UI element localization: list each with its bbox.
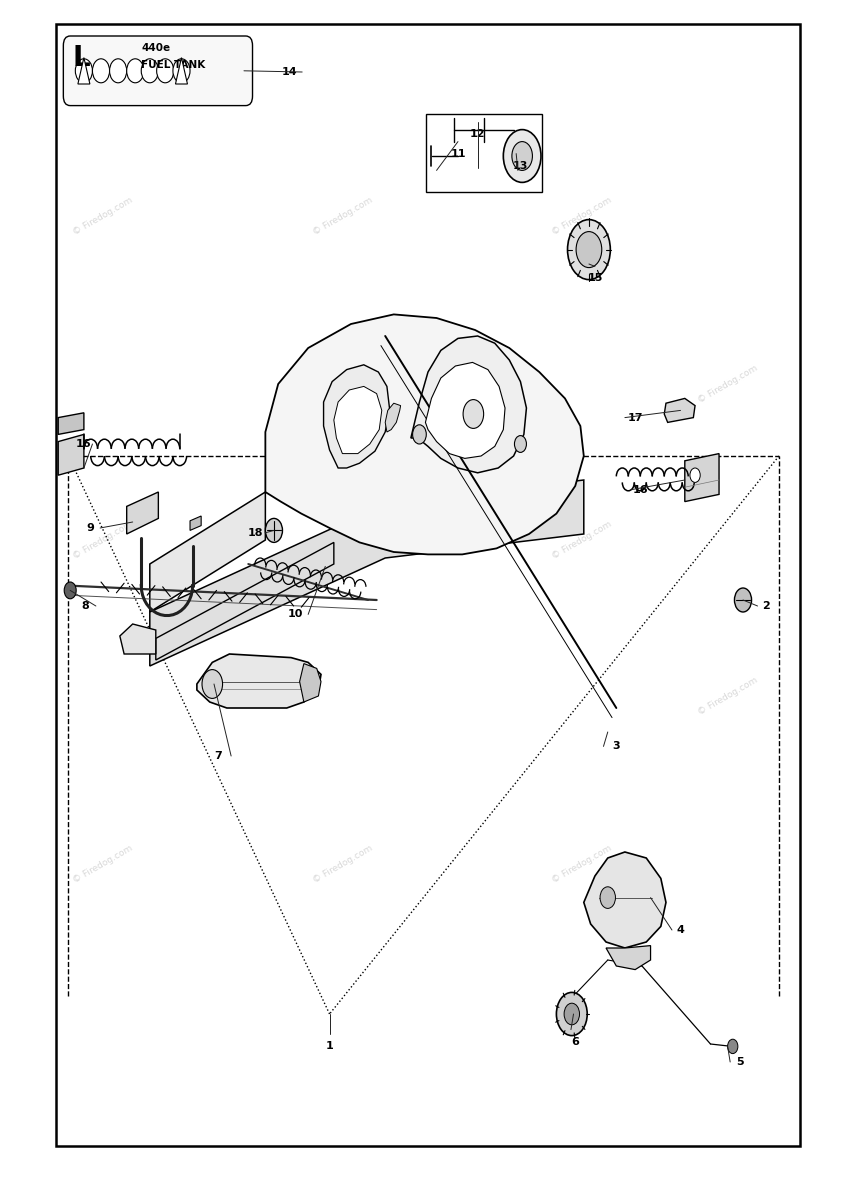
Circle shape	[202, 670, 223, 698]
Polygon shape	[584, 852, 666, 948]
Polygon shape	[150, 492, 265, 612]
Polygon shape	[197, 654, 321, 708]
Polygon shape	[606, 946, 651, 970]
Circle shape	[734, 588, 752, 612]
Text: © Firedog.com: © Firedog.com	[550, 196, 614, 236]
Polygon shape	[78, 58, 90, 84]
Circle shape	[157, 59, 174, 83]
Text: 6: 6	[571, 1037, 580, 1046]
Polygon shape	[425, 362, 505, 458]
Text: FUEL TANK: FUEL TANK	[141, 60, 205, 70]
Polygon shape	[685, 454, 719, 502]
Text: © Firedog.com: © Firedog.com	[696, 364, 759, 404]
Polygon shape	[664, 398, 695, 422]
Polygon shape	[300, 664, 321, 702]
Circle shape	[64, 582, 76, 599]
Circle shape	[75, 59, 92, 83]
Circle shape	[514, 436, 526, 452]
Circle shape	[690, 468, 700, 482]
Text: © Firedog.com: © Firedog.com	[311, 520, 374, 560]
Text: © Firedog.com: © Firedog.com	[71, 520, 134, 560]
Circle shape	[568, 220, 610, 280]
Text: L: L	[73, 43, 90, 72]
Circle shape	[141, 59, 158, 83]
Text: 18: 18	[247, 528, 263, 538]
Text: © Firedog.com: © Firedog.com	[311, 844, 374, 884]
Text: 8: 8	[81, 601, 90, 611]
Polygon shape	[411, 336, 526, 473]
Text: 16: 16	[633, 485, 648, 494]
Circle shape	[728, 1039, 738, 1054]
Polygon shape	[385, 403, 401, 432]
Circle shape	[556, 992, 587, 1036]
Text: 14: 14	[282, 67, 297, 77]
Text: 13: 13	[513, 161, 528, 170]
Text: 7: 7	[214, 751, 223, 761]
Text: 10: 10	[288, 610, 303, 619]
Circle shape	[127, 59, 144, 83]
Circle shape	[173, 59, 190, 83]
Circle shape	[463, 400, 484, 428]
Circle shape	[576, 232, 602, 268]
Text: 5: 5	[737, 1057, 744, 1067]
Polygon shape	[150, 480, 584, 666]
Text: 16: 16	[76, 439, 92, 449]
Bar	[56, 24, 800, 1146]
FancyBboxPatch shape	[63, 36, 253, 106]
Text: 2: 2	[762, 601, 770, 611]
Polygon shape	[127, 492, 158, 534]
Text: 1: 1	[325, 1042, 334, 1051]
Bar	[426, 114, 542, 192]
Text: © Firedog.com: © Firedog.com	[550, 844, 614, 884]
Polygon shape	[58, 434, 84, 475]
Circle shape	[512, 142, 532, 170]
Circle shape	[600, 887, 615, 908]
Text: 3: 3	[613, 742, 620, 751]
Polygon shape	[58, 413, 84, 434]
Circle shape	[92, 59, 110, 83]
Text: 11: 11	[450, 149, 466, 158]
Polygon shape	[265, 314, 584, 554]
Polygon shape	[156, 542, 334, 660]
Text: 4: 4	[676, 925, 685, 935]
Circle shape	[110, 59, 127, 83]
Polygon shape	[324, 365, 389, 468]
Circle shape	[265, 518, 282, 542]
Text: © Firedog.com: © Firedog.com	[71, 844, 134, 884]
Polygon shape	[175, 58, 187, 84]
Text: 15: 15	[587, 274, 603, 283]
Text: © Firedog.com: © Firedog.com	[696, 676, 759, 716]
Text: © Firedog.com: © Firedog.com	[71, 196, 134, 236]
Circle shape	[413, 425, 426, 444]
Text: 9: 9	[86, 523, 94, 533]
Text: 17: 17	[627, 413, 643, 422]
Circle shape	[503, 130, 541, 182]
Polygon shape	[190, 516, 201, 530]
Circle shape	[564, 1003, 580, 1025]
Text: 440e: 440e	[141, 43, 170, 53]
Text: © Firedog.com: © Firedog.com	[550, 520, 614, 560]
Text: 12: 12	[470, 130, 485, 139]
Polygon shape	[120, 624, 156, 654]
Text: © Firedog.com: © Firedog.com	[311, 196, 374, 236]
Polygon shape	[334, 386, 382, 454]
